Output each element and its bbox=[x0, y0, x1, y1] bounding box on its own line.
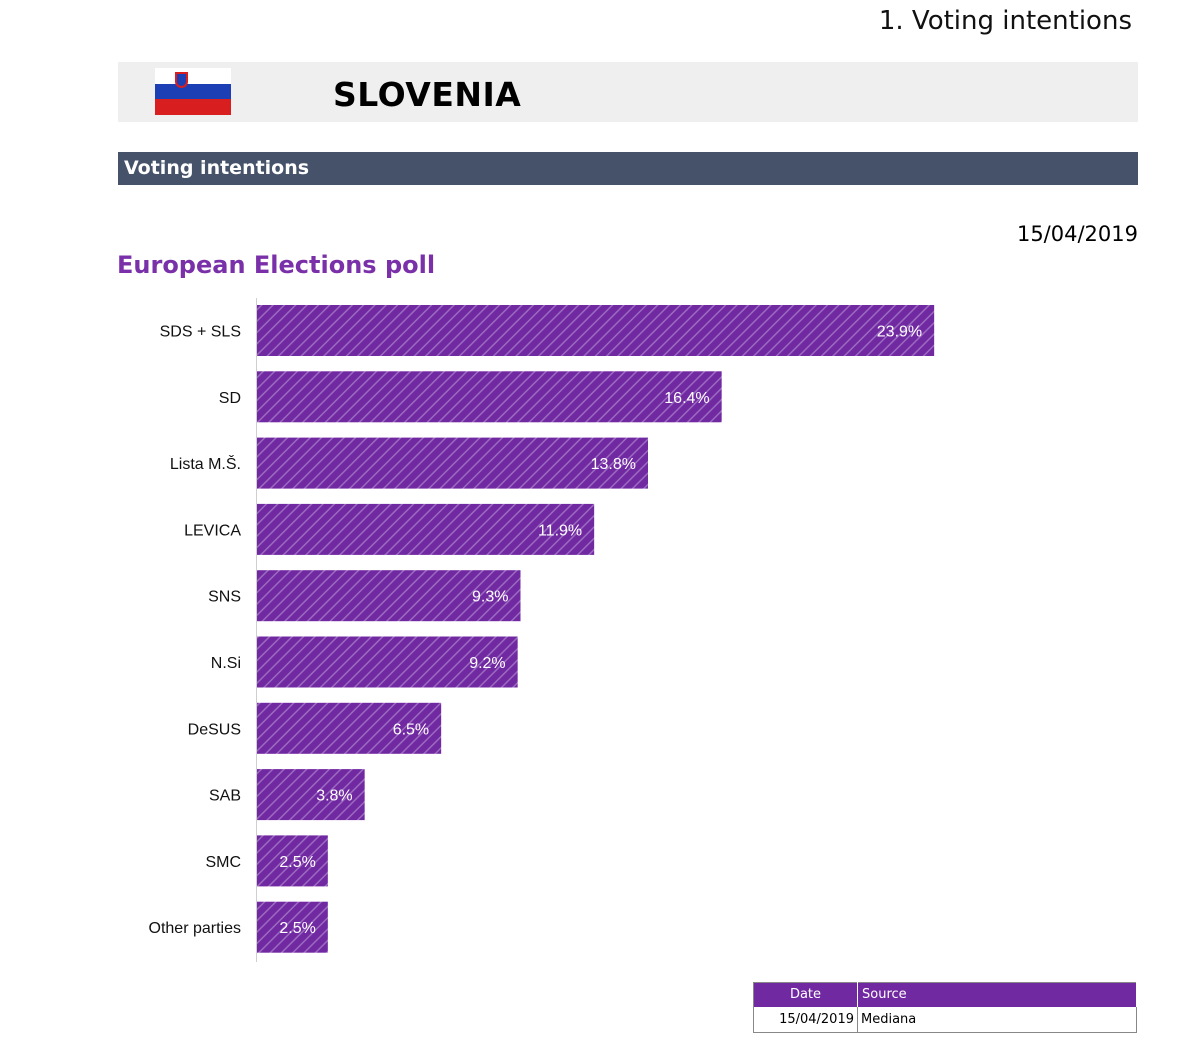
source-table-header-source: Source bbox=[857, 982, 1137, 1007]
bar-2 bbox=[257, 437, 648, 489]
poll-date: 15/04/2019 bbox=[1016, 222, 1138, 246]
value-label: 2.5% bbox=[279, 920, 315, 937]
category-label: SAB bbox=[209, 788, 241, 805]
category-label: SMC bbox=[205, 854, 241, 871]
value-label: 13.8% bbox=[591, 456, 636, 473]
subsection-bar: Voting intentions bbox=[118, 152, 1138, 185]
value-label: 9.3% bbox=[472, 589, 508, 606]
value-label: 11.9% bbox=[538, 522, 582, 539]
category-label: N.Si bbox=[211, 655, 241, 672]
bar-1 bbox=[257, 371, 722, 423]
subsection-title: Voting intentions bbox=[124, 157, 310, 179]
country-banner: SLOVENIA bbox=[118, 62, 1138, 122]
source-table-source-cell: Mediana bbox=[857, 1006, 1137, 1033]
bar-4 bbox=[257, 570, 521, 622]
value-label: 16.4% bbox=[664, 390, 709, 407]
source-table: Date Source 15/04/2019 Mediana bbox=[753, 982, 1137, 1033]
bar-7 bbox=[257, 769, 365, 821]
value-label: 3.8% bbox=[316, 788, 352, 805]
category-label: DeSUS bbox=[188, 721, 241, 738]
coat-of-arms-icon bbox=[175, 72, 188, 88]
category-label: SDS + SLS bbox=[160, 324, 241, 341]
bar-8 bbox=[257, 835, 328, 887]
section-heading: 1. Voting intentions bbox=[878, 6, 1132, 36]
category-label: Other parties bbox=[149, 920, 241, 937]
category-label: Lista M.Š. bbox=[170, 454, 241, 473]
bar-9 bbox=[257, 901, 328, 953]
bar-6 bbox=[257, 702, 442, 754]
source-table-header-date: Date bbox=[753, 982, 858, 1007]
category-label: LEVICA bbox=[184, 522, 241, 539]
category-label: SNS bbox=[208, 589, 241, 606]
bar-0 bbox=[257, 305, 935, 356]
source-table-date-cell: 15/04/2019 bbox=[753, 1006, 858, 1033]
bar-3 bbox=[257, 503, 595, 555]
country-name: SLOVENIA bbox=[333, 75, 522, 114]
value-label: 9.2% bbox=[469, 655, 505, 672]
value-label: 6.5% bbox=[393, 721, 429, 738]
value-label: 2.5% bbox=[279, 854, 315, 871]
table-row: 15/04/2019 Mediana bbox=[753, 1006, 1137, 1033]
category-label: SD bbox=[219, 390, 241, 407]
chart-title: European Elections poll bbox=[117, 251, 436, 279]
value-label: 23.9% bbox=[877, 324, 922, 341]
slovenia-flag-icon bbox=[155, 68, 231, 115]
bar-5 bbox=[257, 636, 518, 688]
